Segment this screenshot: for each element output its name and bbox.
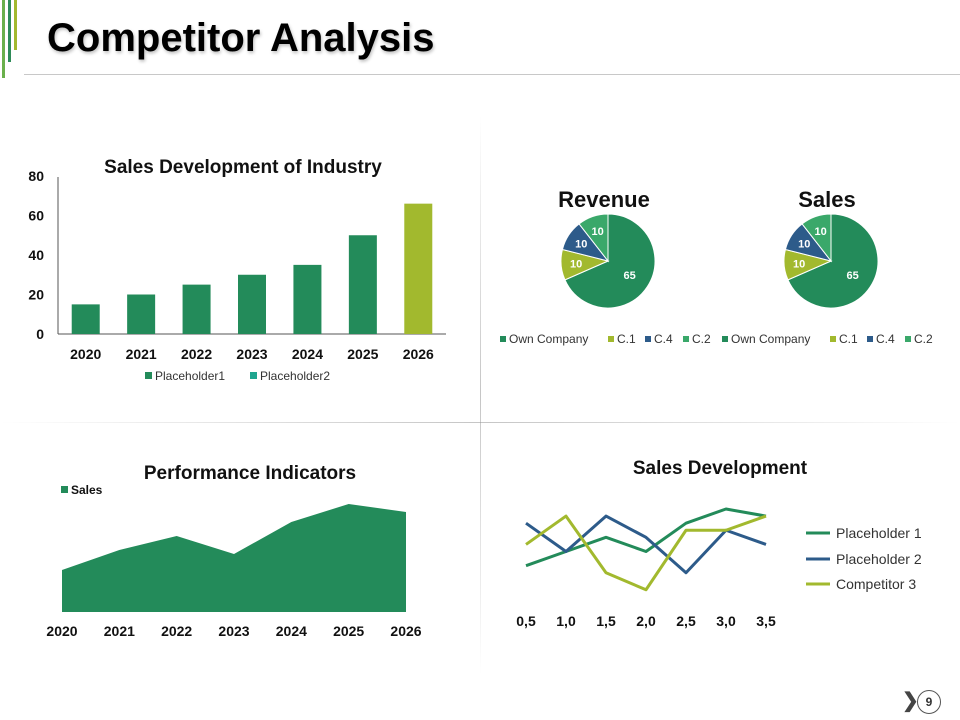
accent-bar-right bbox=[14, 0, 17, 50]
bar-placeholder1-2025 bbox=[348, 235, 377, 334]
legend-swatch-own-company bbox=[500, 336, 506, 342]
legend-swatch-placeholder2 bbox=[250, 372, 257, 379]
x-tick-label: 2021 bbox=[126, 346, 157, 362]
x-tick-label: 2024 bbox=[292, 346, 323, 362]
legend-swatch-placeholder1 bbox=[145, 372, 152, 379]
quadrant-divider-horizontal bbox=[0, 422, 960, 423]
legend-label-c2: C.2 bbox=[692, 332, 711, 346]
revenue-data-label: 10 bbox=[575, 239, 587, 251]
x-tick-label: 2020 bbox=[46, 623, 77, 639]
x-tick-label: 2021 bbox=[104, 623, 135, 639]
legend-label-c4: C.4 bbox=[654, 332, 673, 346]
chart-title: Performance Indicators bbox=[144, 463, 356, 484]
x-tick-label: 3,0 bbox=[716, 613, 736, 629]
legend-swatch-c2 bbox=[683, 336, 689, 342]
x-tick-label: 1,5 bbox=[596, 613, 616, 629]
sales-data-label: 10 bbox=[793, 259, 805, 271]
bar-placeholder2-2026 bbox=[404, 203, 433, 334]
x-tick-label: 2022 bbox=[181, 346, 212, 362]
x-tick-label: 0,5 bbox=[516, 613, 536, 629]
legend-label-c1-2: C.1 bbox=[839, 332, 858, 346]
sales-pie-title: Sales bbox=[798, 187, 856, 212]
legend-label-placeholder2: Placeholder2 bbox=[260, 369, 330, 383]
sales-data-label: 65 bbox=[847, 270, 859, 282]
x-tick-label: 2023 bbox=[236, 346, 267, 362]
next-slide-arrow[interactable]: ❯ bbox=[902, 690, 919, 712]
legend-label-c2-2: C.2 bbox=[914, 332, 933, 346]
legend-label-own-company: Own Company bbox=[509, 332, 588, 346]
legend-label-placeholder-1: Placeholder 1 bbox=[836, 525, 922, 541]
x-tick-label: 2026 bbox=[403, 346, 434, 362]
sales-slice-own-company bbox=[787, 213, 879, 309]
x-tick-label: 2026 bbox=[390, 623, 421, 639]
legend-label-placeholder-2: Placeholder 2 bbox=[836, 551, 922, 567]
x-tick-label: 2022 bbox=[161, 623, 192, 639]
bar-placeholder1-2020 bbox=[71, 304, 100, 334]
chart-title: Sales Development bbox=[633, 458, 808, 479]
x-tick-label: 2025 bbox=[333, 623, 364, 639]
legend-label-c4-2: C.4 bbox=[876, 332, 895, 346]
sales-slice-c-2 bbox=[801, 213, 832, 263]
performance-area-chart: Performance Indicators Sales 2020 2021 202… bbox=[46, 463, 421, 639]
bar-placeholder1-2024 bbox=[293, 264, 322, 334]
legend-swatch-own-company-2 bbox=[722, 336, 728, 342]
title-underline bbox=[24, 74, 960, 75]
revenue-slice-c-2 bbox=[578, 213, 609, 263]
x-tick-label: 2025 bbox=[347, 346, 378, 362]
y-tick-label: 0 bbox=[36, 326, 44, 342]
y-tick-label: 40 bbox=[28, 247, 44, 263]
chart-title: Sales Development of Industry bbox=[104, 157, 382, 178]
legend-swatch-c1 bbox=[608, 336, 614, 342]
x-tick-label: 2020 bbox=[70, 346, 101, 362]
y-tick-label: 80 bbox=[28, 168, 44, 184]
y-tick-label: 60 bbox=[28, 208, 44, 224]
legend-swatch-c4-2 bbox=[867, 336, 873, 342]
x-tick-label: 1,0 bbox=[556, 613, 576, 629]
x-tick-label: 2,5 bbox=[676, 613, 696, 629]
x-tick-label: 3,5 bbox=[756, 613, 776, 629]
x-tick-label: 2023 bbox=[218, 623, 249, 639]
sales-data-label: 10 bbox=[798, 239, 810, 251]
accent-bar-mid bbox=[8, 0, 11, 62]
bar-placeholder1-2022 bbox=[182, 284, 211, 334]
y-tick-label: 20 bbox=[28, 287, 44, 303]
line-placeholder-2 bbox=[525, 514, 767, 575]
legend-swatch-sales bbox=[61, 486, 68, 493]
pie-charts: Revenue 65 10 10 10 Sales 65 10 10 10 Own Comp… bbox=[500, 187, 933, 346]
legend-swatch-c1-2 bbox=[830, 336, 836, 342]
revenue-data-label: 10 bbox=[591, 226, 603, 238]
page-title: Competitor Analysis bbox=[47, 16, 435, 60]
x-tick-label: 2024 bbox=[276, 623, 307, 639]
page-number: 9 bbox=[917, 690, 941, 714]
bar-placeholder1-2023 bbox=[238, 274, 266, 334]
bar-placeholder1-2021 bbox=[127, 294, 156, 334]
revenue-pie-title: Revenue bbox=[558, 187, 650, 212]
line-competitor-3 bbox=[525, 514, 767, 592]
legend-label-c1: C.1 bbox=[617, 332, 636, 346]
legend-label-competitor-3: Competitor 3 bbox=[836, 576, 916, 592]
sales-data-label: 10 bbox=[814, 226, 826, 238]
accent-bar-left bbox=[2, 0, 5, 78]
revenue-data-label: 65 bbox=[624, 270, 636, 282]
legend-label-own-company-2: Own Company bbox=[731, 332, 810, 346]
revenue-slice-own-company bbox=[564, 213, 656, 309]
x-tick-label: 2,0 bbox=[636, 613, 656, 629]
industry-bar-chart: Sales Development of Industry 020406080 … bbox=[28, 157, 446, 383]
quadrant-divider-vertical bbox=[480, 115, 481, 675]
legend-swatch-c2-2 bbox=[905, 336, 911, 342]
legend-label-placeholder1: Placeholder1 bbox=[155, 369, 225, 383]
legend-swatch-c4 bbox=[645, 336, 651, 342]
legend-label-sales: Sales bbox=[71, 483, 103, 497]
revenue-data-label: 10 bbox=[570, 259, 582, 271]
area-sales bbox=[62, 504, 406, 612]
